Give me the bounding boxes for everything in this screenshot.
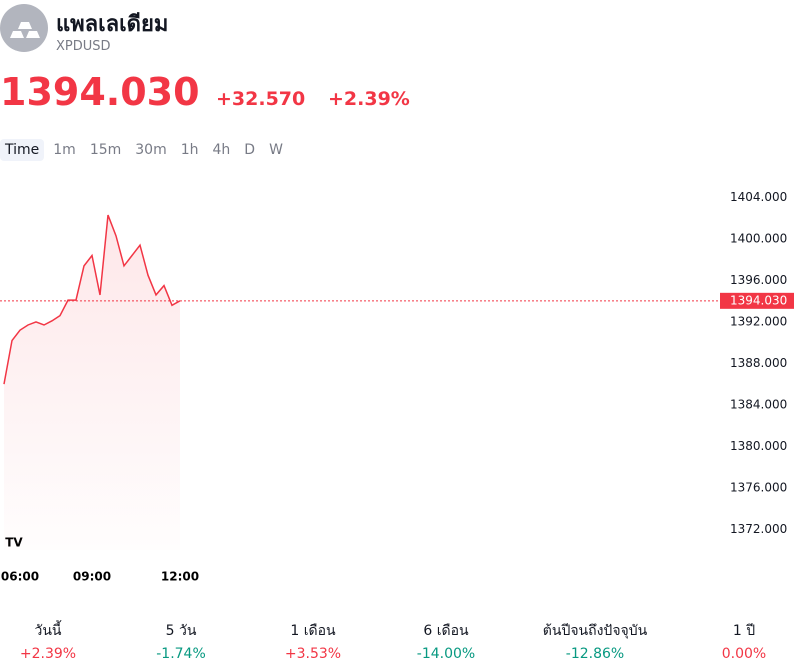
interval-button[interactable]: W [269,142,283,158]
interval-button[interactable]: 15m [89,142,122,158]
last-price-label: 1394.030 [730,293,787,307]
y-tick-label: 1404.000 [730,190,787,204]
interval-bar: Time 1m 15m 30m 1h 4h D W [0,139,288,161]
logo [0,4,48,52]
performance-label: ต้นปีจนถึงปัจจุบัน [542,623,648,639]
area [4,215,180,550]
performance-value: +2.39% [19,646,77,662]
performance-item: วันนี้ +2.39% [0,620,128,662]
performance-label: 6 เดือน [423,623,469,639]
x-tick-label: 06:00 [1,570,39,584]
interval-button[interactable]: 1m [53,142,76,158]
last-price-box [720,292,794,309]
performance-value: -1.74% [156,646,206,662]
performance-item: 6 เดือน -14.00% [366,620,526,662]
title: แพลเลเดียม [56,12,169,37]
performance-value: -14.00% [416,646,476,662]
y-tick-label: 1372.000 [730,522,787,536]
performance-label: 1 ปี [732,623,756,639]
interval-button[interactable]: 30m [135,142,167,158]
y-tick-label: 1400.000 [730,231,787,245]
y-tick-label: 1396.000 [730,273,787,287]
interval-button[interactable]: 1h [180,142,199,158]
performance-value: -12.86% [565,646,625,662]
performance-item: ต้นปีจนถึงปัจจุบัน -12.86% [515,620,675,662]
performance-label: 5 วัน [165,623,197,639]
x-tick-label: 09:00 [73,570,111,584]
interval-button[interactable]: D [244,142,256,158]
price: 1394.030 [0,70,200,114]
y-tick-label: 1388.000 [730,356,787,370]
performance-value: +3.53% [284,646,342,662]
performance-label: วันนี้ [34,623,62,639]
symbol: XPDUSD [56,39,111,54]
performance-label: 1 เดือน [290,623,336,639]
performance-item: 1 เดือน +3.53% [233,620,393,662]
y-tick-label: 1376.000 [730,480,787,494]
y-tick-label: 1392.000 [730,314,787,328]
y-tick-label: 1384.000 [730,397,787,411]
interval-button[interactable]: Time [0,139,45,161]
x-tick-label: 12:00 [161,570,199,584]
interval-button[interactable]: 4h [212,142,231,158]
performance-item: 1 ปี 0.00% [664,620,800,662]
y-tick-label: 1380.000 [730,439,787,453]
performance-item: 5 วัน -1.74% [101,620,261,662]
line [3,214,181,385]
change: +32.570 [216,88,306,110]
change-percent: +2.39% [328,88,410,110]
performance-value: 0.00% [721,646,767,662]
